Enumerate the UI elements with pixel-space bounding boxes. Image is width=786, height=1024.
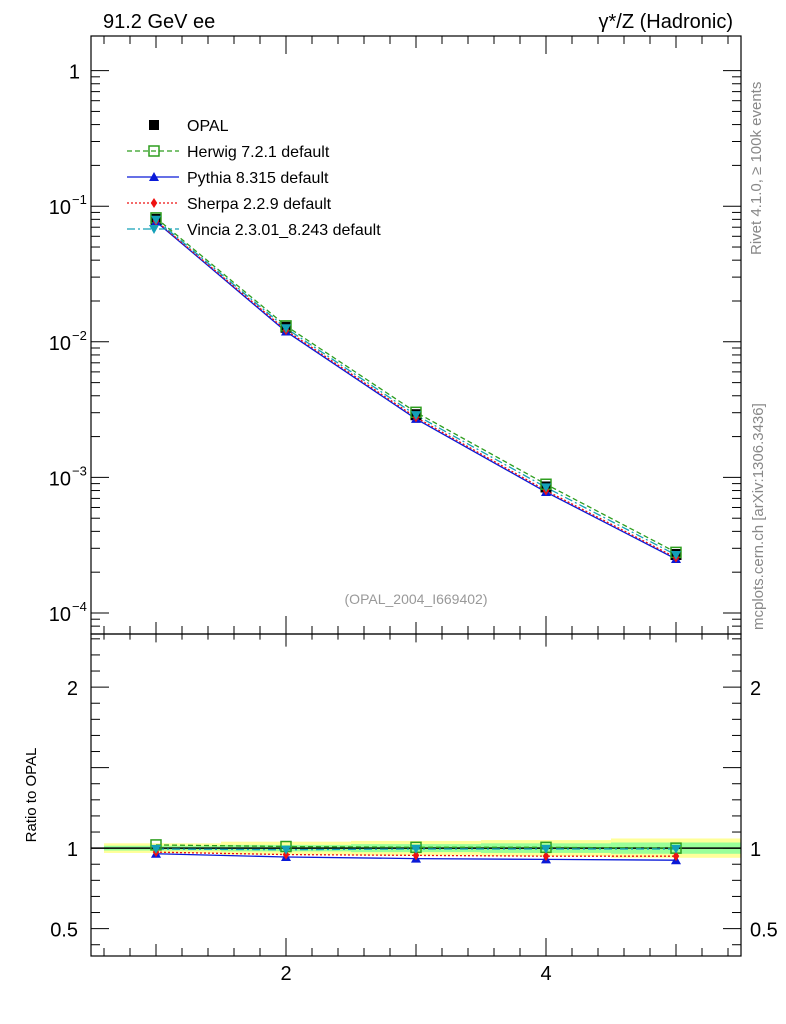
main-y-tick-labels: 110−110−210−310−4	[49, 62, 87, 626]
header-left-title: 91.2 GeV ee	[103, 11, 215, 33]
main-series-lines	[155, 217, 677, 560]
main-line-vincia	[155, 219, 677, 556]
header-right-title: γ*/Z (Hadronic)	[599, 11, 733, 33]
main-ytick-label-3: 10	[49, 468, 71, 490]
legend-label-opal: OPAL	[187, 118, 229, 135]
main-ytick-label-2: 10	[49, 333, 71, 355]
ratio-point-vincia-4	[541, 844, 551, 854]
main-point-vincia-5	[671, 550, 681, 560]
legend-label-pythia: Pythia 8.315 default	[187, 170, 329, 187]
ratio-plot-frame	[90, 633, 742, 957]
main-line-herwig	[155, 217, 677, 553]
ratio-tick-labels: 2 2 1 1 0.5 0.5 2 4	[50, 678, 778, 985]
ratio-xtick-label-1: 4	[540, 963, 551, 985]
legend-label-herwig: Herwig 7.2.1 default	[187, 144, 330, 161]
legend-label-sherpa: Sherpa 2.2.9 default	[187, 196, 332, 213]
main-point-vincia-1	[151, 215, 161, 225]
legend: OPAL Herwig 7.2.1 default Pythia 8.315 def…	[127, 118, 381, 239]
main-line-pythia	[155, 221, 677, 560]
analysis-watermark: (OPAL_2004_I669402)	[345, 591, 488, 607]
ratio-point-sherpa-5	[672, 851, 680, 862]
main-point-vincia-2	[281, 324, 291, 334]
ratio-point-vincia-1	[151, 844, 161, 854]
main-ytick-exp-3: −3	[72, 463, 87, 478]
main-line-sherpa	[155, 220, 677, 559]
legend-marker-pythia	[149, 172, 159, 181]
rivet-side-label: Rivet 4.1.0, ≥ 100k events	[748, 82, 765, 255]
legend-marker-opal	[149, 120, 159, 130]
ratio-point-vincia-3	[411, 844, 421, 854]
main-point-vincia-3	[411, 411, 421, 421]
ratio-ytick-label-right-0: 2	[750, 678, 761, 700]
legend-marker-sherpa	[150, 198, 158, 208]
main-ytick-label-4: 10	[49, 604, 71, 626]
mcplots-side-label: mcplots.cern.ch [arXiv:1306.3436]	[750, 403, 767, 630]
legend-label-vincia: Vincia 2.3.01_8.243 default	[187, 222, 381, 239]
main-point-vincia-4	[541, 483, 551, 493]
main-ytick-exp-1: −1	[72, 192, 87, 207]
main-ytick-exp-4: −4	[72, 599, 87, 614]
ratio-xtick-label-0: 2	[280, 963, 291, 985]
main-ytick-label-1: 10	[49, 197, 71, 219]
main-ytick-exp-2: −2	[72, 328, 87, 343]
axis-ticks	[91, 36, 741, 956]
legend-marker-herwig	[148, 145, 160, 157]
ratio-ytick-label-left-1: 1	[67, 839, 78, 861]
ratio-ytick-label-left-2: 0.5	[50, 920, 78, 942]
ratio-point-vincia-2	[281, 845, 291, 855]
ratio-y-axis-label: Ratio to OPAL	[23, 748, 40, 843]
ratio-ytick-label-left-0: 2	[67, 678, 78, 700]
series-markers	[150, 212, 682, 865]
ratio-point-sherpa-4	[542, 851, 550, 862]
ratio-ytick-label-right-1: 1	[750, 839, 761, 861]
ratio-ytick-label-right-2: 0.5	[750, 920, 778, 942]
main-ytick-label-0: 1	[69, 62, 80, 84]
ratio-point-sherpa-3	[412, 850, 420, 861]
ratio-point-vincia-5	[671, 844, 681, 854]
legend-marker-vincia	[149, 225, 159, 234]
